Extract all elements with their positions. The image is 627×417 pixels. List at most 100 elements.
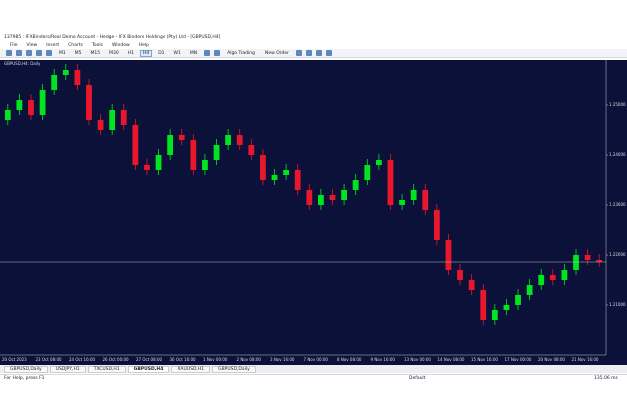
x-tick-label: 14 Nov 08:00	[438, 357, 465, 362]
tool-icon[interactable]	[16, 50, 22, 56]
menu-item[interactable]: Help	[138, 42, 149, 48]
candle-body	[457, 270, 463, 280]
tool-icon[interactable]	[36, 50, 42, 56]
chart-tab[interactable]: TXCUSD,H1	[87, 365, 126, 373]
chart-tab[interactable]: GBPUSD,Daily	[4, 365, 48, 373]
chart-tab[interactable]: GBPUSD,H4	[127, 365, 170, 373]
toolbar: M1 M5 M15 M30 H1 H4 D1 W1 MN Algo Trading New Or…	[0, 49, 627, 58]
timeframe-button[interactable]: D1	[158, 50, 165, 56]
tool-icon[interactable]	[306, 50, 313, 56]
candle-body	[294, 170, 301, 190]
candle-body	[16, 100, 23, 110]
candle-body	[341, 190, 347, 200]
tool-icon[interactable]	[296, 50, 303, 56]
status-ping: 135.06 ms	[594, 376, 618, 381]
candle-body	[225, 135, 232, 145]
timeframe-button[interactable]: H1	[127, 50, 134, 56]
candle-body	[248, 145, 255, 155]
menu-item[interactable]: Tools	[91, 42, 103, 48]
candle-body	[178, 135, 185, 140]
tool-icon[interactable]	[26, 50, 32, 56]
candle-body	[97, 120, 104, 130]
x-tick-label: 21 Nov 16:00	[572, 357, 599, 362]
new-order-button[interactable]: New Order	[265, 50, 290, 56]
x-tick-label: 9 Nov 16:00	[371, 357, 396, 362]
menu-item[interactable]: Insert	[46, 42, 60, 48]
x-tick-label: 2 Nov 08:00	[237, 357, 262, 362]
timeframe-button[interactable]: M5	[74, 50, 82, 56]
candle-body	[491, 310, 498, 320]
x-tick-label: 30 Oct 16:00	[170, 357, 197, 362]
tool-icon[interactable]	[6, 50, 12, 56]
x-tick-label: 15 Nov 16:00	[471, 357, 498, 362]
tool-icon[interactable]	[326, 50, 333, 56]
candle-body	[62, 70, 69, 75]
candle-body	[399, 200, 405, 205]
x-tick-label: 13 Nov 00:00	[404, 357, 431, 362]
menu-item[interactable]: Charts	[68, 42, 83, 48]
timeframe-button[interactable]: M15	[90, 50, 101, 56]
candle-body	[74, 70, 81, 85]
window-title: 137985 : IFXBinders/Real Demo Account - …	[4, 35, 221, 40]
y-tick-label: 1.25000	[609, 102, 626, 107]
menu-item[interactable]: Window	[111, 42, 130, 48]
candle-body	[190, 140, 197, 170]
candle-body	[329, 195, 336, 200]
candle-body	[410, 190, 417, 200]
algo-trading-button[interactable]: Algo Trading	[227, 50, 255, 56]
candle-body	[4, 110, 11, 120]
x-tick-label: 24 Oct 16:00	[69, 357, 96, 362]
candle-body	[283, 170, 290, 175]
timeframes: M1 M5 M15 M30 H1 H4 D1 W1 MN	[56, 49, 200, 57]
menu-item[interactable]: File	[10, 42, 18, 48]
x-tick-label: 20 Oct 2023	[2, 357, 27, 362]
timeframe-button[interactable]: MN	[189, 50, 198, 56]
chart-title: GBPUSD,H4: Daily	[4, 61, 41, 66]
timeframe-button[interactable]: W1	[173, 50, 181, 56]
candle-body	[109, 110, 116, 130]
candle-body	[375, 160, 382, 165]
candle-body	[561, 270, 568, 280]
y-tick-label: 1.21000	[609, 302, 626, 307]
menu-item[interactable]: View	[26, 42, 38, 48]
status-bar: For Help, press F1 Default 135.06 ms	[0, 374, 627, 382]
candle-body	[445, 240, 452, 270]
candle-body	[317, 195, 324, 205]
x-tick-label: 26 Oct 00:00	[103, 357, 130, 362]
candle-body	[549, 275, 556, 280]
timeframe-button[interactable]: M1	[59, 50, 66, 56]
chart-tab[interactable]: GBPUSD,Daily	[212, 365, 256, 373]
candle-body	[584, 255, 591, 260]
x-tick-label: 20 Nov 08:00	[538, 357, 565, 362]
tool-icon[interactable]	[316, 50, 323, 56]
tool-icon[interactable]	[214, 50, 221, 56]
candle-body	[28, 100, 34, 115]
candle-body	[167, 135, 174, 155]
timeframe-button[interactable]: H4	[139, 49, 153, 57]
status-profile: Default	[409, 376, 426, 381]
tool-icon[interactable]	[204, 50, 211, 56]
chart-tab[interactable]: USDJPY,H1	[49, 365, 86, 373]
candle-body	[306, 190, 313, 205]
candle-body	[86, 85, 92, 120]
menu-bar: File View Insert Charts Tools Window Help	[0, 42, 627, 48]
candle-body	[596, 260, 603, 262]
candle-body	[573, 255, 579, 270]
timeframe-button[interactable]: M30	[109, 50, 119, 56]
candle-body	[503, 305, 510, 310]
candle-body	[132, 125, 139, 165]
chart-tab[interactable]: XAUUSD,H1	[171, 365, 211, 373]
chart-tabs: GBPUSD,Daily USDJPY,H1 TXCUSD,H1 GBPUSD,H4 X…	[0, 365, 627, 373]
candle-body	[155, 155, 162, 170]
candle-body	[39, 90, 46, 115]
chart: GBPUSD,H4: Daily 1.21000 1.22000 1.23000 1.…	[0, 60, 627, 365]
tool-icon[interactable]	[46, 50, 52, 56]
candle-body	[51, 75, 58, 90]
candle-body	[515, 295, 521, 305]
candle-body	[213, 145, 220, 160]
x-tick-label: 27 Oct 08:00	[136, 357, 163, 362]
x-tick-label: 17 Nov 00:00	[505, 357, 532, 362]
candle-body	[120, 110, 127, 125]
candle-body	[202, 160, 208, 170]
chart-background	[0, 60, 627, 365]
